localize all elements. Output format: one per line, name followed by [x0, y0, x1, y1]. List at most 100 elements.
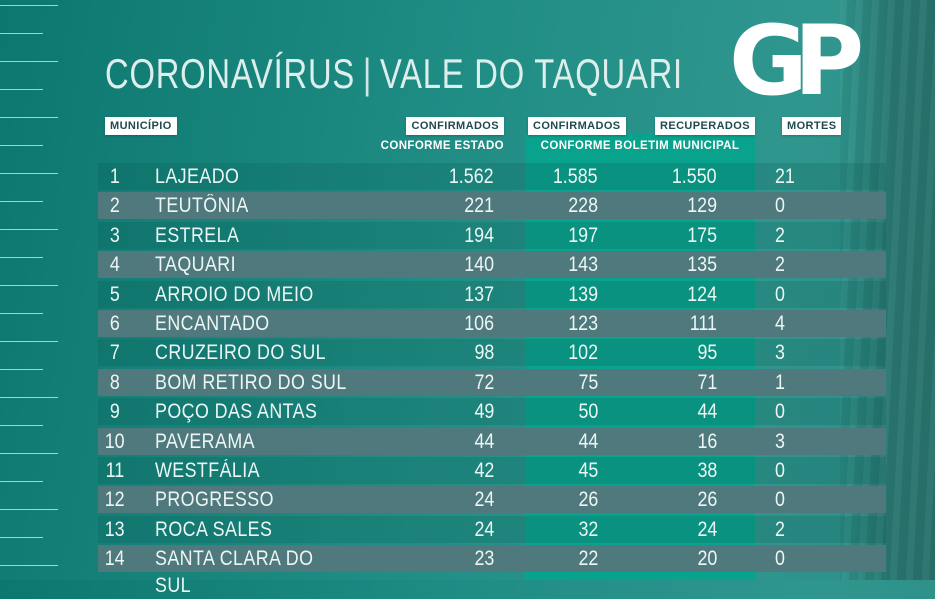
row-rank: 9 — [98, 398, 132, 425]
subheader-conforme-estado: CONFORME ESTADO — [380, 140, 504, 152]
row-recovered-text: 44 — [697, 400, 717, 424]
row-rank: 8 — [98, 369, 132, 396]
row-rank-text: 9 — [110, 400, 120, 424]
row-deaths-text: 0 — [775, 547, 785, 571]
ruler-mark — [0, 145, 43, 146]
row-deaths-text: 2 — [775, 223, 785, 247]
row-rank: 6 — [98, 310, 132, 337]
row-municipality-text: LAJEADO — [155, 165, 240, 188]
row-confirmed-state: 137 — [388, 281, 494, 308]
row-municipality: ARROIO DO MEIO — [155, 281, 385, 308]
row-confirmed-state: 140 — [388, 251, 494, 278]
row-recovered-text: 135 — [687, 253, 717, 277]
ruler-mark — [0, 425, 43, 426]
row-rank-text: 3 — [110, 223, 120, 247]
row-recovered: 175 — [638, 222, 717, 249]
row-municipality-text: SANTA CLARA DO SUL — [155, 547, 314, 598]
row-municipality-text: TAQUARI — [155, 253, 237, 277]
table-row: 12 PROGRESSO 24 26 26 0 — [98, 486, 886, 514]
col-header-mortes: MORTES — [782, 117, 842, 135]
table-row: 14 SANTA CLARA DO SUL 23 22 20 0 — [98, 545, 886, 597]
row-recovered: 26 — [638, 486, 717, 513]
row-confirmed-municipal-text: 26 — [578, 488, 598, 512]
ruler-mark — [0, 33, 43, 34]
row-rank-text: 6 — [110, 311, 120, 335]
row-rank-text: 4 — [110, 253, 120, 277]
row-rank: 4 — [98, 251, 132, 278]
row-municipality-text: PROGRESSO — [155, 488, 274, 512]
left-ruler-marks — [0, 0, 70, 580]
row-recovered: 20 — [638, 545, 717, 572]
ruler-mark — [0, 173, 58, 174]
row-confirmed-municipal-text: 123 — [568, 311, 598, 335]
row-recovered-text: 26 — [697, 488, 717, 512]
table-row: 11 WESTFÁLIA 42 45 38 0 — [98, 456, 886, 484]
ruler-mark — [0, 453, 58, 454]
row-recovered: 124 — [638, 281, 717, 308]
row-deaths: 0 — [775, 545, 835, 572]
row-deaths-text: 2 — [775, 253, 785, 277]
row-deaths: 0 — [775, 281, 835, 308]
row-recovered-text: 20 — [697, 547, 717, 571]
row-confirmed-municipal-text: 45 — [578, 458, 598, 482]
row-recovered-text: 71 — [697, 370, 717, 394]
page-title: CORONAVÍRUS | VALE DO TAQUARI — [105, 50, 846, 98]
row-municipality-text: ROCA SALES — [155, 517, 273, 541]
row-recovered: 38 — [638, 457, 717, 484]
row-confirmed-state-text: 98 — [474, 341, 494, 365]
row-confirmed-municipal: 228 — [518, 192, 598, 219]
row-confirmed-municipal-text: 102 — [568, 341, 598, 365]
row-rank: 5 — [98, 281, 132, 308]
row-confirmed-state: 72 — [388, 369, 494, 396]
table-row: 3 ESTRELA 194 197 175 2 — [98, 221, 886, 249]
row-confirmed-municipal: 50 — [518, 398, 598, 425]
ruler-mark — [0, 201, 43, 202]
row-confirmed-municipal: 102 — [518, 339, 598, 366]
row-rank-text: 5 — [110, 282, 120, 306]
row-confirmed-state: 106 — [388, 310, 494, 337]
row-recovered: 129 — [638, 192, 717, 219]
row-deaths: 2 — [775, 222, 835, 249]
table-row: 7 CRUZEIRO DO SUL 98 102 95 3 — [98, 339, 886, 367]
row-municipality-text: ARROIO DO MEIO — [155, 282, 314, 306]
row-confirmed-state-text: 49 — [474, 400, 494, 424]
row-rank: 12 — [98, 486, 132, 513]
row-confirmed-municipal: 139 — [518, 281, 598, 308]
row-confirmed-state-text: 24 — [474, 488, 494, 512]
row-municipality-text: PAVERAMA — [155, 429, 255, 453]
table-row: 13 ROCA SALES 24 32 24 2 — [98, 515, 886, 543]
table-row: 4 TAQUARI 140 143 135 2 — [98, 251, 886, 279]
row-deaths: 3 — [775, 428, 835, 455]
gp-logo: GP — [729, 5, 875, 117]
row-deaths-text: 3 — [775, 341, 785, 365]
ruler-mark — [0, 565, 58, 566]
row-deaths-text: 0 — [775, 282, 785, 306]
row-municipality: LAJEADO — [155, 163, 385, 190]
row-municipality: CRUZEIRO DO SUL — [155, 339, 385, 366]
ruler-mark — [0, 313, 43, 314]
row-municipality: POÇO DAS ANTAS — [155, 398, 385, 425]
row-confirmed-municipal-text: 197 — [568, 223, 598, 247]
svg-text:GP: GP — [733, 6, 861, 108]
row-rank-text: 8 — [110, 370, 120, 394]
table-row: 10 PAVERAMA 44 44 16 3 — [98, 427, 886, 455]
row-confirmed-state-text: 194 — [464, 223, 494, 247]
row-municipality: SANTA CLARA DO SUL — [155, 545, 385, 597]
ruler-mark — [0, 537, 43, 538]
title-coronavirus: CORONAVÍRUS — [105, 50, 356, 97]
row-confirmed-municipal-text: 50 — [578, 400, 598, 424]
row-confirmed-state: 24 — [388, 516, 494, 543]
row-municipality: BOM RETIRO DO SUL — [155, 369, 385, 396]
row-confirmed-state: 24 — [388, 486, 494, 513]
ruler-mark — [0, 117, 58, 118]
row-rank-text: 1 — [110, 165, 120, 188]
row-rank-text: 14 — [105, 547, 125, 571]
row-confirmed-state: 194 — [388, 222, 494, 249]
table-header: MUNICÍPIO CONFIRMADOS CONFORME ESTADO CO… — [98, 117, 886, 163]
row-deaths-text: 3 — [775, 429, 785, 453]
row-deaths-text: 2 — [775, 517, 785, 541]
row-confirmed-municipal: 123 — [518, 310, 598, 337]
covid-table: MUNICÍPIO CONFIRMADOS CONFORME ESTADO CO… — [98, 112, 886, 597]
row-confirmed-state: 1.562 — [388, 163, 494, 190]
